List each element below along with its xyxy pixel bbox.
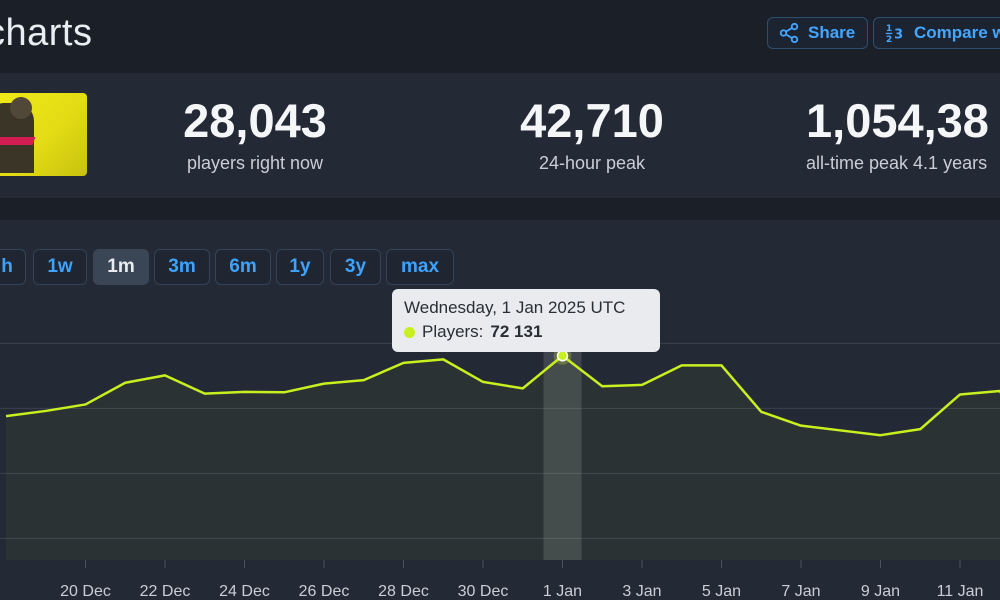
data-point	[799, 424, 803, 428]
x-tick-label: 24 Dec	[219, 583, 270, 600]
tooltip-value: 72 131	[490, 322, 543, 341]
stat-24h-peak: 42,710 24-hour peak	[492, 95, 692, 174]
players-now-label: players right now	[186, 153, 324, 173]
stat-players-now: 28,043 players right now	[155, 95, 355, 174]
svg-text:2: 2	[886, 34, 892, 44]
compare-button[interactable]: 1 2 3 Compare w	[873, 17, 1000, 49]
data-point	[282, 390, 286, 394]
stat-all-time-peak: 1,054,38 all-time peak 4.1 years	[806, 95, 1000, 174]
range-button-3m[interactable]: 3m	[154, 249, 210, 285]
svg-text:1: 1	[886, 23, 892, 34]
data-point	[44, 409, 48, 413]
share-icon	[779, 22, 799, 44]
data-point	[402, 361, 406, 365]
data-point	[481, 380, 485, 384]
stats-bar: 28,043 players right now 42,710 24-hour …	[0, 73, 1000, 198]
chart-panel: h 1w 1m 3m 6m 1y 3y max	[0, 220, 1000, 600]
x-tick-label: 3 Jan	[622, 583, 661, 600]
tooltip-series-label: Players:	[422, 322, 484, 341]
x-tick-label: 11 Jan	[937, 583, 984, 600]
x-tick-label: 26 Dec	[299, 583, 350, 600]
data-point	[879, 433, 883, 437]
data-point	[521, 386, 525, 390]
x-tick-label: 5 Jan	[702, 583, 741, 600]
svg-text:3: 3	[894, 28, 903, 43]
compare-label: Compare w	[914, 23, 1000, 42]
fraction-icon: 1 2 3	[886, 23, 903, 44]
data-point	[243, 390, 247, 394]
range-button-1m[interactable]: 1m	[93, 249, 149, 285]
x-tick-label: 1 Jan	[543, 583, 582, 600]
data-point	[600, 384, 604, 388]
data-point	[640, 383, 644, 387]
all-time-peak-value: 1,054,38	[806, 94, 989, 147]
data-point	[362, 378, 366, 382]
range-button-3y[interactable]: 3y	[330, 249, 381, 285]
data-point	[680, 363, 684, 367]
data-point	[839, 428, 843, 432]
x-tick-label: 20 Dec	[60, 583, 111, 600]
data-point	[918, 427, 922, 431]
data-point	[203, 392, 207, 396]
data-point	[759, 410, 763, 414]
data-point	[163, 373, 167, 377]
range-button-max[interactable]: max	[386, 249, 454, 285]
series-line-players	[5, 354, 1000, 437]
header: charts Share 1 2 3 Compare w	[0, 0, 1000, 73]
chart-tooltip: Wednesday, 1 Jan 2025 UTC Players: 72 13…	[392, 289, 660, 352]
data-point	[720, 363, 724, 367]
peak-24h-value: 42,710	[520, 94, 664, 147]
x-tick-label: 7 Jan	[781, 583, 820, 600]
peak-24h-label: 24-hour peak	[538, 153, 646, 173]
share-label: Share	[808, 23, 856, 42]
game-thumbnail[interactable]	[0, 93, 87, 176]
share-button[interactable]: Share	[767, 17, 868, 49]
data-point	[123, 381, 127, 385]
range-button-6m[interactable]: 6m	[215, 249, 271, 285]
series-dot-icon	[404, 326, 415, 338]
data-point	[958, 392, 962, 396]
data-point	[84, 402, 88, 406]
x-tick-label: 28 Dec	[378, 583, 429, 600]
x-tick-label: 9 Jan	[861, 583, 900, 600]
data-point	[322, 382, 326, 386]
tooltip-date: Wednesday, 1 Jan 2025 UTC	[404, 298, 626, 317]
page-title: charts	[0, 12, 93, 54]
highlight-point	[556, 350, 569, 362]
all-time-peak-label: all-time peak 4.1 years	[806, 153, 988, 173]
series-area	[6, 355, 1000, 560]
data-point	[4, 414, 8, 418]
range-button-h[interactable]: h	[0, 249, 26, 285]
data-point	[441, 357, 445, 361]
x-tick-label: 22 Dec	[140, 583, 191, 600]
x-tick-label: 30 Dec	[458, 583, 509, 600]
range-button-1y[interactable]: 1y	[276, 249, 324, 285]
range-button-1w[interactable]: 1w	[33, 249, 87, 285]
players-now-value: 28,043	[183, 94, 327, 147]
